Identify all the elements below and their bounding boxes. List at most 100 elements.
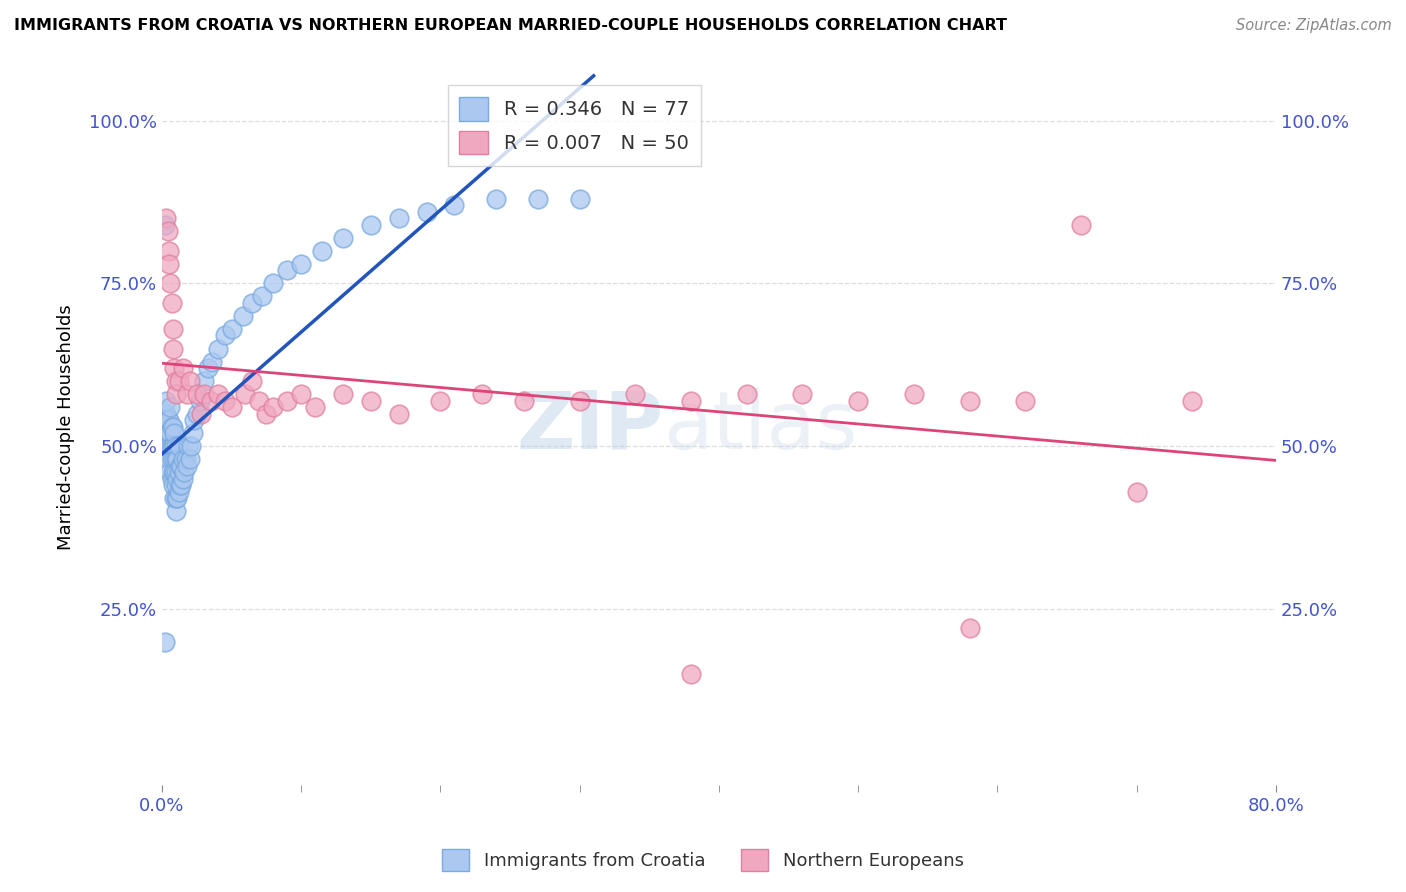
Point (172, 472, 194, 486)
Point (179, 374, 201, 388)
Point (165, 491, 187, 506)
Point (1125, 484, 1147, 499)
Point (160, 296, 183, 310)
Point (160, 419, 183, 434)
Point (959, 622, 981, 636)
Point (167, 374, 190, 388)
Point (157, 244, 180, 258)
Point (165, 439, 187, 453)
Point (172, 452, 194, 467)
Point (207, 387, 229, 401)
Point (162, 342, 184, 356)
Point (163, 491, 186, 506)
Point (290, 387, 312, 401)
Text: atlas: atlas (664, 388, 858, 466)
Point (176, 458, 198, 473)
Point (159, 426, 181, 441)
Point (162, 419, 184, 434)
Point (167, 465, 190, 479)
Point (163, 452, 186, 467)
Point (186, 387, 208, 401)
Point (221, 400, 243, 414)
Point (156, 413, 179, 427)
Point (311, 244, 333, 258)
Point (485, 192, 508, 206)
Point (1070, 218, 1092, 232)
Point (792, 387, 814, 401)
Point (249, 393, 271, 408)
Point (624, 387, 647, 401)
Point (155, 393, 177, 408)
Point (166, 491, 188, 506)
Point (181, 426, 204, 441)
Point (155, 407, 177, 421)
Point (846, 393, 869, 408)
Point (173, 465, 195, 479)
Point (166, 452, 188, 467)
Text: Source: ZipAtlas.com: Source: ZipAtlas.com (1236, 18, 1392, 33)
Point (262, 277, 284, 291)
Point (159, 400, 181, 414)
Point (186, 407, 208, 421)
Point (162, 439, 184, 453)
Point (242, 374, 264, 388)
Point (165, 478, 187, 492)
Point (157, 452, 180, 467)
Point (174, 452, 197, 467)
Point (200, 393, 222, 408)
Point (157, 439, 180, 453)
Point (388, 211, 411, 226)
Point (165, 387, 187, 401)
Point (276, 263, 298, 277)
Point (165, 374, 187, 388)
Point (903, 387, 925, 401)
Legend: R = 0.346   N = 77, R = 0.007   N = 50: R = 0.346 N = 77, R = 0.007 N = 50 (447, 86, 700, 166)
Point (568, 393, 591, 408)
Point (157, 413, 180, 427)
Point (197, 361, 219, 376)
Point (214, 393, 236, 408)
Point (513, 393, 536, 408)
Point (388, 407, 411, 421)
Point (568, 192, 591, 206)
Point (429, 393, 451, 408)
Point (167, 439, 190, 453)
Point (179, 452, 201, 467)
Point (332, 231, 354, 245)
Text: ZIP: ZIP (516, 388, 664, 466)
Point (681, 393, 703, 408)
Point (735, 387, 758, 401)
Point (415, 204, 437, 219)
Point (1014, 393, 1036, 408)
Point (162, 478, 184, 492)
Point (176, 387, 198, 401)
Point (169, 478, 191, 492)
Point (165, 452, 187, 467)
Point (681, 667, 703, 681)
Point (163, 426, 186, 441)
Point (163, 361, 186, 376)
Point (160, 452, 183, 467)
Point (250, 289, 273, 303)
Point (180, 439, 202, 453)
Point (193, 374, 215, 388)
Point (157, 426, 180, 441)
Point (254, 407, 277, 421)
Point (471, 387, 494, 401)
Point (156, 224, 179, 238)
Point (214, 328, 236, 343)
Y-axis label: Married-couple Households: Married-couple Households (58, 304, 75, 549)
Point (290, 257, 312, 271)
Text: IMMIGRANTS FROM CROATIA VS NORTHERN EUROPEAN MARRIED-COUPLE HOUSEHOLDS CORRELATI: IMMIGRANTS FROM CROATIA VS NORTHERN EURO… (14, 18, 1007, 33)
Point (170, 458, 193, 473)
Point (159, 277, 181, 291)
Point (304, 400, 326, 414)
Point (332, 387, 354, 401)
Point (235, 387, 257, 401)
Point (170, 478, 193, 492)
Point (188, 393, 211, 408)
Point (153, 218, 176, 232)
Point (159, 465, 181, 479)
Point (167, 484, 190, 499)
Point (1181, 393, 1204, 408)
